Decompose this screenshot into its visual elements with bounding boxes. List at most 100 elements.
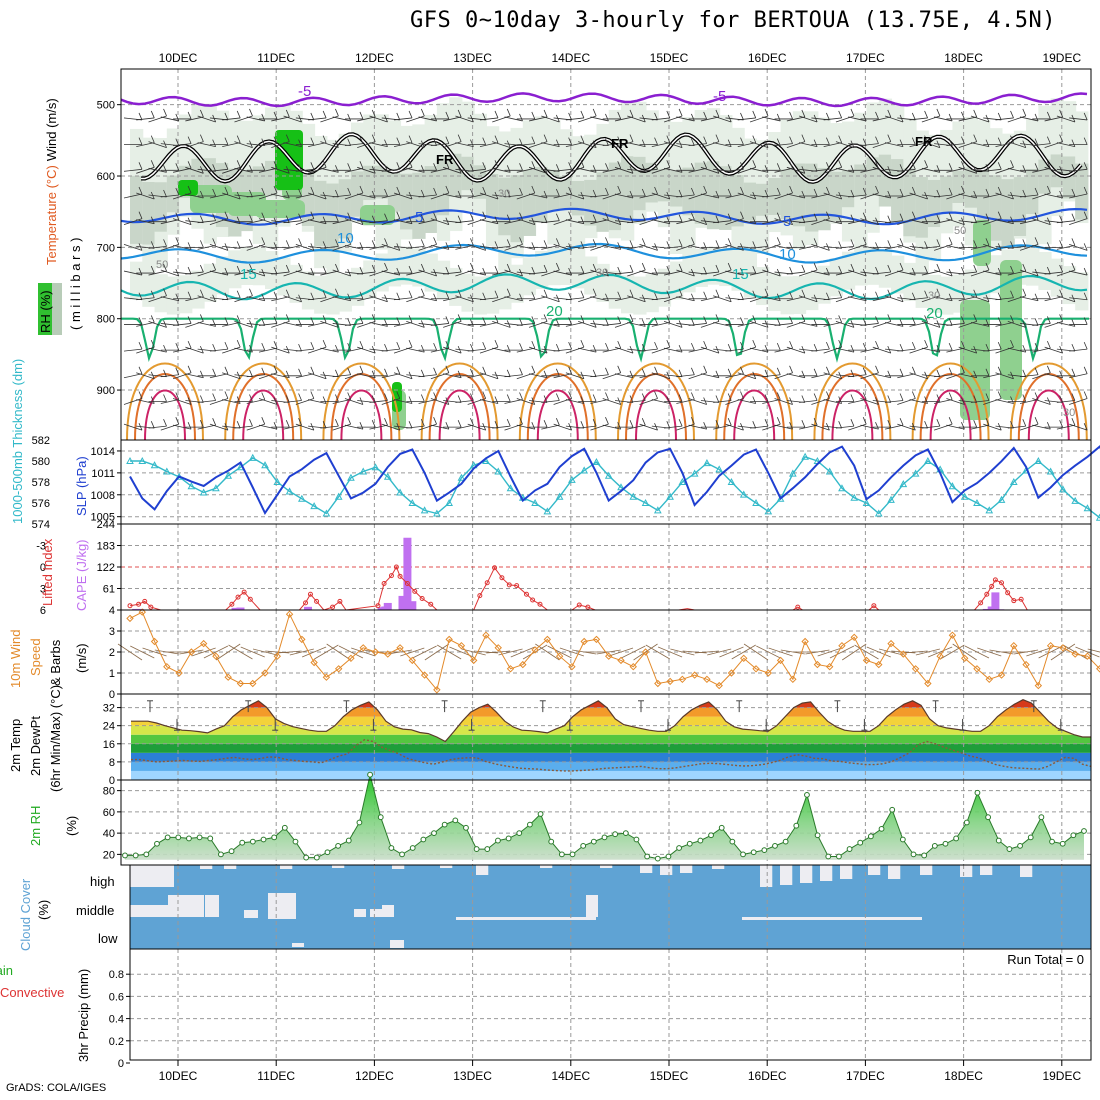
wind-barb-flag — [371, 289, 376, 297]
wind-barb-flag — [924, 339, 928, 348]
wind-barb-flag — [948, 212, 953, 220]
wind-barb-flag — [948, 187, 953, 196]
wind-barb-flag — [285, 420, 290, 428]
wind-barb-flag — [641, 238, 646, 246]
wind-barb — [578, 425, 597, 429]
wind-barb — [406, 425, 425, 429]
wind-barb-flag — [629, 109, 634, 118]
wind-barb-flag — [322, 135, 327, 143]
wind-speed-point — [727, 669, 736, 677]
wind-barb-flag — [187, 365, 192, 373]
wind-barb-flag — [740, 211, 744, 219]
wind-speed-point — [273, 652, 282, 660]
wind-barb-flag — [740, 341, 744, 350]
rh-band-50 — [854, 164, 868, 197]
wind-barb — [1019, 269, 1039, 277]
wind-barb-flag — [617, 136, 622, 144]
wind-barb-flag — [1034, 212, 1039, 220]
wind-barb-flag — [261, 237, 266, 245]
wind-barb-flag — [236, 216, 241, 224]
rh-band-low — [387, 248, 402, 287]
temp-line — [131, 699, 1091, 743]
wind-barb-flag — [384, 343, 388, 352]
wind10m-barb — [412, 645, 437, 659]
wind-barb — [639, 423, 658, 431]
wind-barb — [565, 322, 584, 327]
wind-barb-flag — [592, 165, 597, 173]
wind-barb-flag — [985, 164, 990, 172]
wind-barb-flag — [555, 418, 560, 426]
wind-barb — [148, 425, 167, 429]
wind-barb-flag — [875, 242, 879, 250]
wind-barb-flag — [335, 189, 339, 198]
wind-barb — [1056, 424, 1075, 430]
wind-barb — [651, 219, 670, 225]
wind-barb — [995, 399, 1014, 404]
thickness-point — [715, 465, 724, 473]
thickness-point — [162, 467, 171, 475]
wind-barb-flag — [691, 293, 695, 301]
wind-barb-flag — [764, 165, 769, 173]
wind-barb — [197, 115, 216, 123]
rh-band-50 — [166, 175, 181, 213]
wind-barb — [823, 346, 842, 354]
wind-barb-flag — [1059, 314, 1063, 322]
wind-barb — [823, 399, 842, 404]
wind-barb — [578, 245, 597, 249]
wind-barb-flag — [838, 160, 843, 168]
wind-barb — [909, 192, 928, 200]
wind-barb — [664, 270, 683, 276]
wind-barb — [614, 296, 634, 302]
wind-barb — [688, 398, 707, 405]
wind-barb — [1069, 117, 1088, 121]
wind-barb-flag — [519, 113, 523, 122]
wind-barb-flag — [629, 264, 634, 273]
wind-barb-flag — [335, 288, 339, 296]
wind-barb-flag — [150, 265, 155, 274]
rh-point — [505, 835, 512, 842]
wind-barb-flag — [494, 135, 499, 143]
wind-barb-flag — [396, 341, 401, 350]
rh-label-30-c: 30 — [928, 290, 940, 302]
wind-barb-flag — [543, 395, 548, 403]
wind-barb — [332, 243, 351, 251]
wind-barb — [553, 270, 572, 276]
wind-barb-flag — [273, 422, 278, 430]
wind-barb-flag — [384, 213, 388, 221]
wind10m-barb — [940, 644, 965, 660]
wind-speed-point — [433, 686, 441, 694]
wind-barb-flag — [273, 340, 278, 349]
rh-point — [782, 838, 789, 845]
wind-barb — [848, 116, 867, 122]
wind-barb — [516, 372, 535, 380]
wind-barb — [209, 243, 229, 251]
wind-barb — [332, 399, 351, 404]
wind-barb-flag — [371, 134, 376, 142]
wind-barb — [676, 374, 695, 378]
wind-barb-flag — [396, 162, 401, 170]
wind-barb — [185, 116, 204, 122]
wind10m-barb — [547, 645, 572, 659]
y-tick-label: 1014 — [91, 446, 115, 458]
cloud-mid-block — [586, 895, 598, 917]
wind-barb-flag — [433, 212, 437, 220]
wind-barb-flag — [335, 419, 339, 427]
cloud-grid — [177, 865, 1063, 949]
wind-barb-flag — [335, 344, 339, 353]
wind-barb-flag — [138, 137, 143, 145]
wind-barb-flag — [789, 316, 793, 324]
wind-barb — [455, 400, 474, 403]
wind-barb — [749, 245, 769, 249]
wind-barb — [418, 374, 437, 378]
wind-barb-flag — [789, 242, 793, 250]
boundary-layer-contour — [715, 362, 794, 441]
wind-speed-point — [592, 635, 601, 644]
rh-band-50 — [645, 162, 659, 203]
wind-barb-flag — [936, 369, 941, 377]
wind-barb — [885, 400, 904, 403]
rh-blob — [255, 200, 305, 218]
wind-barb — [700, 141, 720, 149]
wind-barb-flag — [752, 339, 757, 348]
